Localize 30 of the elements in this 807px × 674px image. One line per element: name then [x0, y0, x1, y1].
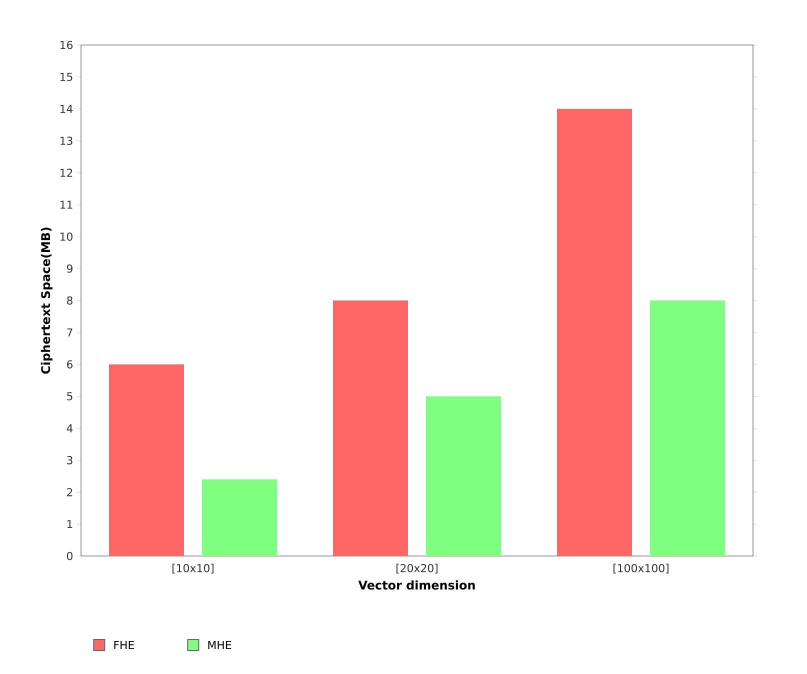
y-tick-label: 6 [67, 360, 73, 369]
y-tick-label: 4 [66, 424, 73, 432]
x-axis-title: Vector dimension [358, 580, 475, 590]
bar [557, 108, 632, 556]
y-tick-label: 9 [66, 264, 72, 273]
legend-label: FHE [114, 641, 134, 649]
bar [333, 300, 408, 556]
y-tick-label: 7 [67, 328, 72, 336]
y-axis-title: Ciphertext Space(MB) [40, 228, 52, 374]
bar [109, 364, 184, 556]
y-tick-label: 0 [66, 552, 72, 560]
y-tick-label: 10 [60, 232, 72, 241]
bar [426, 396, 502, 556]
y-tick-label: 2 [67, 488, 72, 496]
y-tick-label: 15 [60, 72, 72, 82]
y-tick-label: 5 [67, 392, 72, 400]
x-tick-label: [20x20] [396, 564, 438, 574]
y-tick-label: 3 [67, 456, 72, 464]
x-tick-label: [10x10] [172, 564, 214, 574]
legend-label: MHE [208, 641, 232, 649]
y-tick-label: 12 [60, 168, 72, 177]
x-tick-label: [100x100] [614, 564, 668, 574]
bar [202, 479, 278, 556]
y-tick-label: 8 [67, 296, 72, 305]
y-tick-label: 14 [60, 104, 73, 113]
bar [650, 300, 726, 556]
y-tick-label: 16 [60, 40, 73, 50]
y-tick-label: 13 [60, 136, 72, 145]
y-tick-label: 1 [67, 520, 72, 528]
y-tick-label: 11 [60, 200, 72, 209]
